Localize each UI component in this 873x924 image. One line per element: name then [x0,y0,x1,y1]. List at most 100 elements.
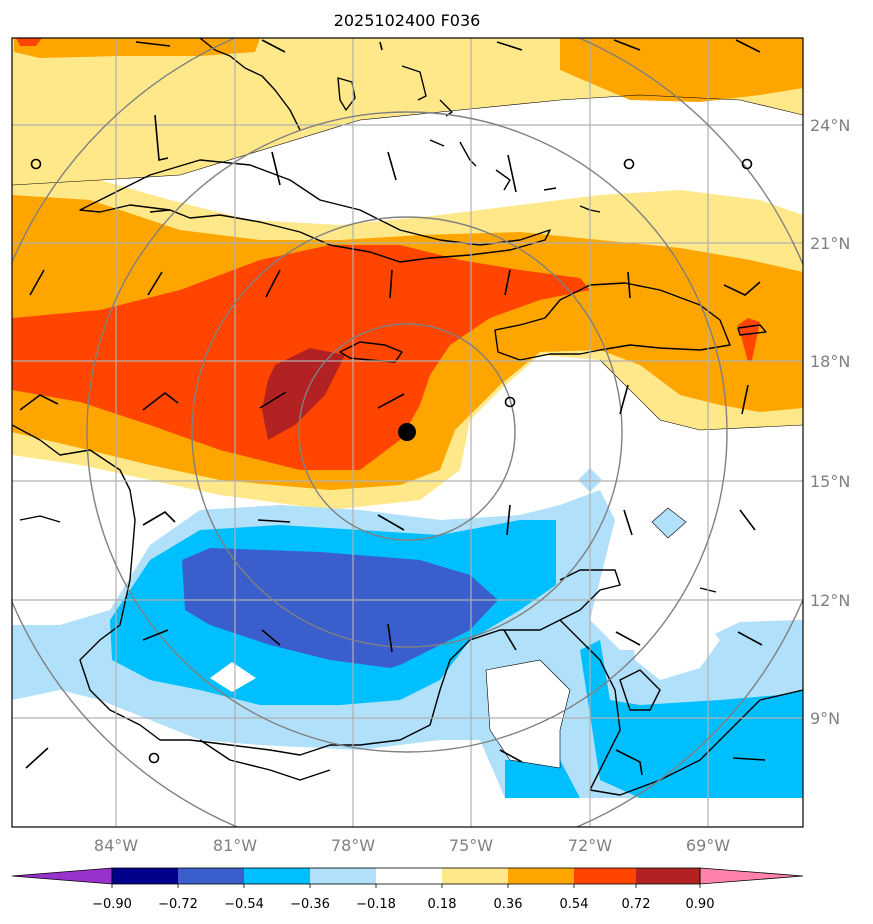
coast-hispaniola [494,282,731,361]
colorbar-segment [442,868,508,884]
colorbar-tick-label: −0.54 [224,897,264,912]
colorbar-segment [508,868,574,884]
coast-lake-maracaibo [619,669,661,711]
coast-cuba [79,159,551,263]
contour-0.36-ne [560,38,803,102]
contour-minus-0.36-south [505,760,580,798]
wind-barb [271,151,517,193]
colorbar-tick-label: 0.54 [560,897,589,912]
calm-wind-circle [148,752,160,764]
range-rings [12,38,803,827]
calm-wind-markers [30,158,753,764]
colorbar-segment [112,868,178,884]
graticule [12,38,803,827]
map-frame [11,37,804,828]
colorbar-extend-high [699,867,804,885]
colorbar-segment [310,868,376,884]
neutral-pocket-2 [486,660,570,768]
range-ring-1 [298,323,516,541]
contour-0.36-north [14,38,260,58]
negative-anomaly-fill [12,468,803,798]
calm-wind-circle [30,158,42,170]
wind-barb [135,41,171,161]
coast-panama [199,739,331,781]
wind-barb [142,510,405,531]
colorbar-ticks [111,884,701,888]
wind-barb [504,269,761,299]
wind-barb [142,623,393,653]
coast-florida-cuba-north [199,38,301,131]
lat-label: 15°N [810,472,850,491]
neutral-pocket-1 [210,662,256,692]
colorbar-tick-label: −0.36 [290,897,330,912]
lon-label: 75°W [449,836,493,855]
colorbar-tick-label: −0.18 [356,897,396,912]
contour-lines [12,94,803,769]
contour-line-islet [651,507,687,539]
wind-barb [506,504,756,536]
colorbar-segment [376,868,442,884]
lon-label: 78°W [331,836,375,855]
lon-label: 81°W [213,836,257,855]
calm-wind-circle [623,158,635,170]
range-ring-2 [191,216,623,648]
calm-wind-circle [504,396,516,408]
wind-barb [25,747,766,776]
coast-bahamas-5 [459,141,477,167]
wind-barb [261,39,523,53]
contour-line-north [12,94,803,186]
colorbar-tick-label: 0.72 [622,897,651,912]
contour-0.54-east [738,318,760,362]
latitude-labels: 24°N 21°N 18°N 15°N 12°N 9°N [810,116,850,728]
longitude-labels: 84°W 81°W 78°W 75°W 72°W 69°W [94,836,730,855]
coast-bahamas-7 [543,187,557,191]
wind-barb [377,384,749,415]
colorbar-tick-label: −0.72 [158,897,198,912]
wind-barb [19,391,287,411]
figure-title: 2025102400 F036 [334,11,481,30]
wind-barbs [19,39,766,776]
coastlines [12,38,803,796]
colorbar: −0.90 −0.72 −0.54 −0.36 −0.18 0.18 0.36 … [11,867,804,912]
colorbar-tick-label: 0.90 [686,897,715,912]
colorbar-tick-label: −0.90 [92,897,132,912]
contour-line-center [599,359,803,431]
colorbar-segment [244,868,310,884]
colorbar-extend-low [11,867,113,885]
map-area [12,38,803,827]
lat-label: 12°N [810,591,850,610]
wind-barb [503,629,763,651]
lat-label: 21°N [810,234,850,253]
lat-label: 18°N [810,352,850,371]
wind-barb [613,39,761,53]
contour-minus-0.54-core [182,548,498,668]
range-ring-3 [86,111,728,753]
lat-label: 24°N [810,116,850,135]
coast-honduras-islands [19,515,61,523]
lat-label: 9°N [810,709,840,728]
coast-bahamas-6 [495,169,511,191]
lon-label: 72°W [568,836,612,855]
colorbar-frame [111,867,701,885]
neutral-pocket-3 [630,592,720,680]
coast-central-america [12,424,621,756]
coast-bahamas-2 [401,65,427,101]
coast-puerto-rico [737,324,767,336]
colorbar-segment [636,868,700,884]
contour-0.72-core [262,348,345,440]
contour-line-pocket [485,659,571,769]
coast-bahamas-1 [337,77,356,111]
lon-label: 69°W [686,836,730,855]
wind-barb [29,269,393,299]
calm-wind-circle [741,158,753,170]
lon-label: 84°W [94,836,138,855]
coast-bahamas-4 [429,139,445,147]
colorbar-tick-label: 0.36 [494,897,523,912]
colorbar-segment [574,868,636,884]
wind-barb [149,209,171,213]
storm-center-marker [398,423,416,441]
colorbar-tick-label: 0.18 [428,897,457,912]
colorbar-segment [178,868,244,884]
contour-0.36-red-tip [16,38,42,46]
